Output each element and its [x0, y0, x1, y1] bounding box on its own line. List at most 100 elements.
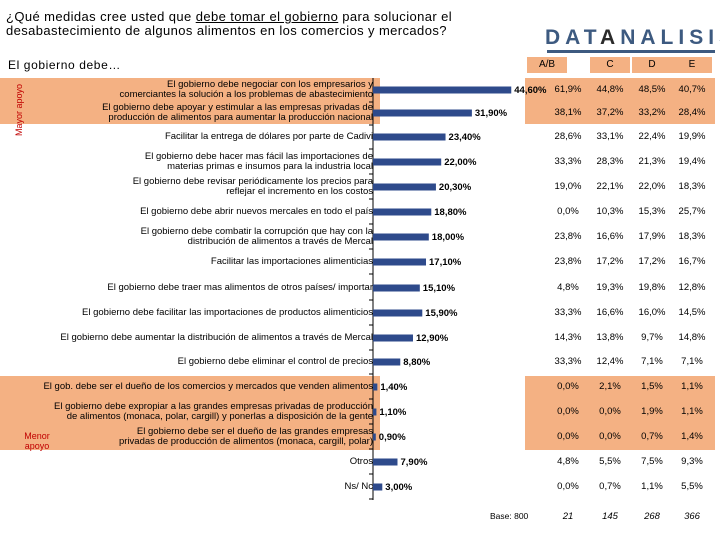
- table-cell: 16,7%: [678, 256, 706, 267]
- table-cell: 0,0%: [557, 481, 579, 492]
- table-cell: 18,3%: [678, 181, 706, 192]
- bar-value-label: 15,10%: [423, 283, 456, 294]
- bar: [373, 158, 442, 166]
- bar: [373, 109, 472, 117]
- column-header-ab: A/B: [527, 57, 567, 73]
- title-part1: ¿Qué medidas cree usted que: [6, 9, 196, 24]
- base-value-e: 366: [684, 511, 700, 522]
- table-cell: 12,4%: [596, 356, 624, 367]
- bar: [373, 133, 446, 141]
- table-cell: 15,3%: [638, 206, 666, 217]
- table-cell: 19,0%: [554, 181, 582, 192]
- bar-value-label: 1,40%: [380, 382, 407, 393]
- logo-part1: DAT: [545, 26, 601, 49]
- table-cell: 44,8%: [596, 84, 624, 95]
- table-cell: 0,7%: [599, 481, 621, 492]
- category-label-line: El gobierno debe hacer mas fácil las imp…: [144, 151, 373, 162]
- table-cell: 1,1%: [681, 381, 703, 392]
- table-cell: 14,8%: [678, 332, 706, 343]
- high-support-table-band: [525, 78, 715, 124]
- table-cell: 17,2%: [596, 256, 624, 267]
- table-cell: 4,8%: [557, 282, 579, 293]
- category-label-line: El gob. debe ser el dueño de los comerci…: [43, 381, 373, 392]
- table-cell: 16,6%: [596, 231, 624, 242]
- category-label: El gob. debe ser el dueño de los comerci…: [43, 382, 373, 392]
- category-label-line: Ns/ Nc: [344, 481, 374, 492]
- low-support-band: [0, 376, 380, 450]
- table-cell: 19,4%: [678, 156, 706, 167]
- table-cell: 2,1%: [599, 381, 621, 392]
- table-cell: 19,8%: [638, 282, 666, 293]
- table-cell: 10,3%: [596, 206, 624, 217]
- table-cell: 14,3%: [554, 332, 582, 343]
- table-cell: 7,1%: [641, 356, 663, 367]
- table-cell: 22,1%: [596, 181, 624, 192]
- table-cell: 13,8%: [596, 332, 624, 343]
- bar-value-label: 20,30%: [439, 182, 472, 193]
- table-cell: 33,3%: [554, 307, 582, 318]
- table-cell: 19,9%: [678, 131, 706, 142]
- category-label: El gobierno debe combatir la corrupción …: [141, 227, 373, 247]
- bar-value-label: 23,40%: [449, 132, 482, 143]
- category-label-line: El gobierno debe combatir la corrupción …: [140, 226, 373, 237]
- category-label: Facilitar las importaciones alimenticias: [211, 257, 373, 267]
- table-cell: 7,5%: [641, 456, 663, 467]
- table-cell: 37,2%: [596, 107, 624, 118]
- bar: [373, 458, 398, 466]
- bar: [373, 358, 401, 366]
- bar-value-label: 18,80%: [434, 207, 467, 218]
- table-cell: 14,5%: [678, 307, 706, 318]
- bar: [373, 383, 378, 391]
- bar-value-label: 44,60%: [514, 85, 547, 96]
- bar-value-label: 15,90%: [425, 308, 458, 319]
- bar: [373, 433, 376, 441]
- category-label-line: El gobierno debe apoyar y estimular a la…: [102, 102, 373, 113]
- table-cell: 1,5%: [641, 381, 663, 392]
- column-header-e: E: [672, 57, 712, 73]
- base-value-ab: 21: [562, 511, 574, 522]
- category-label: Facilitar la entrega de dólares por part…: [165, 132, 373, 142]
- table-cell: 9,7%: [641, 332, 663, 343]
- table-cell: 25,7%: [678, 206, 706, 217]
- base-label: Base: 800: [490, 511, 529, 521]
- table-cell: 48,5%: [638, 84, 666, 95]
- table-cell: 33,3%: [554, 156, 582, 167]
- category-label-line: El gobierno debe revisar periódicamente …: [132, 176, 373, 187]
- bar-value-label: 12,90%: [416, 333, 449, 344]
- table-cell: 33,3%: [554, 356, 582, 367]
- table-cell: 1,4%: [681, 431, 703, 442]
- category-label-line: El gobierno debe negociar con los empres…: [167, 79, 373, 90]
- bar-value-label: 8,80%: [403, 357, 430, 368]
- table-cell: 23,8%: [554, 256, 582, 267]
- category-label-line: El gobierno debe eliminar el control de …: [177, 356, 373, 367]
- category-label-line: reflejar el incremento en los costos: [226, 186, 373, 197]
- dataanalisis-logo: DATANALISIS: [545, 26, 720, 50]
- table-cell: 0,0%: [599, 406, 621, 417]
- bar: [373, 408, 377, 416]
- category-label-line: El gobierno debe ser el dueño de las gra…: [136, 426, 373, 437]
- category-label: El gobierno debe hacer mas fácil las imp…: [145, 152, 373, 172]
- bar: [373, 258, 427, 266]
- table-cell: 23,8%: [554, 231, 582, 242]
- category-label-line: Otros: [349, 456, 373, 467]
- logo-part3: NALISIS: [620, 26, 720, 49]
- table-cell: 9,3%: [681, 456, 703, 467]
- table-cell: 1,1%: [641, 481, 663, 492]
- table-cell: 61,9%: [554, 84, 582, 95]
- category-label: El gobierno debe expropiar a las grandes…: [54, 402, 373, 422]
- table-cell: 18,3%: [678, 231, 706, 242]
- bar-value-label: 3,00%: [385, 482, 412, 493]
- table-cell: 17,2%: [638, 256, 666, 267]
- table-cell: 12,8%: [678, 282, 706, 293]
- high-support-band: [0, 78, 380, 124]
- category-label-line: privadas de producción de alimentos (mon…: [119, 436, 373, 447]
- category-label-line: materias primas e insumos para la indust…: [167, 161, 373, 172]
- bar-value-label: 1,10%: [379, 407, 406, 418]
- category-label-line: El gobierno debe traer mas alimentos de …: [107, 282, 373, 293]
- table-cell: 0,0%: [557, 381, 579, 392]
- bar: [373, 86, 512, 94]
- chart-title: ¿Qué medidas cree usted que debe tomar e…: [6, 10, 536, 38]
- logo-part2: A: [600, 26, 621, 49]
- low-support-table-band: [525, 376, 715, 450]
